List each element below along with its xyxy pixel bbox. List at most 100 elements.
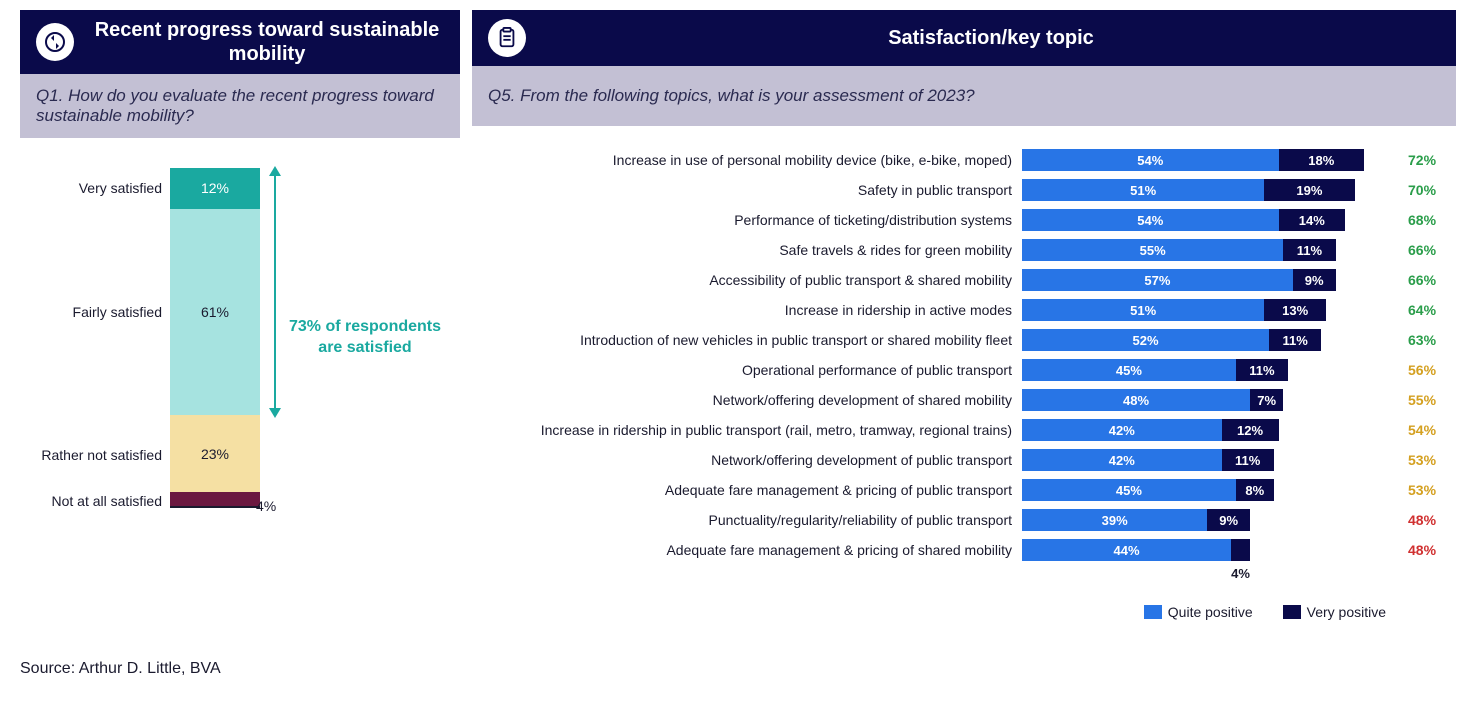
bar-label: Safety in public transport <box>482 182 1022 198</box>
callout-text: 73% of respondents are satisfied <box>280 317 450 359</box>
bar-track: 39%9% <box>1022 509 1402 531</box>
bar-row: Increase in ridership in active modes51%… <box>482 296 1446 324</box>
stacked-chart: Very satisfiedFairly satisfiedRather not… <box>20 138 460 518</box>
legend-item: Very positive <box>1283 604 1386 620</box>
bar-track: 42%12% <box>1022 419 1402 441</box>
legend-label: Very positive <box>1307 604 1386 620</box>
bar-seg-quite: 51% <box>1022 299 1264 321</box>
legend-swatch <box>1144 605 1162 619</box>
segment-label: Fairly satisfied <box>73 209 162 416</box>
header-right: Satisfaction/key topic <box>472 10 1456 66</box>
hbar-chart: Increase in use of personal mobility dev… <box>472 126 1456 630</box>
bar-seg-quite: 45% <box>1022 479 1236 501</box>
bar-row: Adequate fare management & pricing of sh… <box>482 536 1446 564</box>
bar-seg-quite: 39% <box>1022 509 1207 531</box>
bar-seg-very: 11% <box>1222 449 1274 471</box>
header-title-right: Satisfaction/key topic <box>542 26 1440 50</box>
bar-row: Performance of ticketing/distribution sy… <box>482 206 1446 234</box>
bar-total: 48% <box>1402 512 1446 528</box>
bar-row: Network/offering development of shared m… <box>482 386 1446 414</box>
bar-seg-quite: 55% <box>1022 239 1283 261</box>
bar-label: Safe travels & rides for green mobility <box>482 242 1022 258</box>
bar-track: 54%14% <box>1022 209 1402 231</box>
bar-seg-very: 11% <box>1236 359 1288 381</box>
question-left: Q1. How do you evaluate the recent progr… <box>20 74 460 138</box>
stacked-segment: 61% <box>170 209 260 415</box>
bar-track: 51%13% <box>1022 299 1402 321</box>
bar-label: Introduction of new vehicles in public t… <box>482 332 1022 348</box>
bar-track: 48%7% <box>1022 389 1402 411</box>
bar-total: 66% <box>1402 242 1446 258</box>
bar-label: Network/offering development of public t… <box>482 452 1022 468</box>
bar-seg-quite: 54% <box>1022 209 1279 231</box>
bar-label: Operational performance of public transp… <box>482 362 1022 378</box>
bar-total: 72% <box>1402 152 1446 168</box>
bar-label: Adequate fare management & pricing of sh… <box>482 542 1022 558</box>
stacked-segment <box>170 492 260 506</box>
bar-seg-very: 11% <box>1283 239 1335 261</box>
header-left: Recent progress toward sustainable mobil… <box>20 10 460 74</box>
bar-track: 51%19% <box>1022 179 1402 201</box>
bar-seg-very-label-below: 4% <box>482 566 1446 584</box>
bar-total: 68% <box>1402 212 1446 228</box>
header-title-left: Recent progress toward sustainable mobil… <box>90 18 444 66</box>
clipboard-icon <box>488 19 526 57</box>
bar-label: Performance of ticketing/distribution sy… <box>482 212 1022 228</box>
bar-seg-quite: 45% <box>1022 359 1236 381</box>
bar-total: 55% <box>1402 392 1446 408</box>
bar-seg-very: 14% <box>1279 209 1346 231</box>
bar-seg-very: 11% <box>1269 329 1321 351</box>
bar-total: 66% <box>1402 272 1446 288</box>
bar-total: 56% <box>1402 362 1446 378</box>
bar-seg-quite: 51% <box>1022 179 1264 201</box>
bar-row: Safety in public transport51%19%70% <box>482 176 1446 204</box>
bar-track: 42%11% <box>1022 449 1402 471</box>
bar-seg-quite: 42% <box>1022 449 1222 471</box>
bar-seg-very <box>1231 539 1250 561</box>
bar-label: Accessibility of public transport & shar… <box>482 272 1022 288</box>
bar-total: 54% <box>1402 422 1446 438</box>
bar-row: Adequate fare management & pricing of pu… <box>482 476 1446 504</box>
legend: Quite positive Very positive <box>482 584 1446 620</box>
segment-label: Rather not satisfied <box>41 416 162 494</box>
bar-seg-very: 7% <box>1250 389 1283 411</box>
bar-seg-quite: 52% <box>1022 329 1269 351</box>
bar-seg-quite: 57% <box>1022 269 1293 291</box>
panel-progress: Recent progress toward sustainable mobil… <box>20 10 460 630</box>
bar-row: Accessibility of public transport & shar… <box>482 266 1446 294</box>
bar-seg-very: 18% <box>1279 149 1365 171</box>
bar-row: Introduction of new vehicles in public t… <box>482 326 1446 354</box>
stacked-segment: 12% <box>170 168 260 209</box>
bar-label: Adequate fare management & pricing of pu… <box>482 482 1022 498</box>
bar-total: 70% <box>1402 182 1446 198</box>
bar-total: 63% <box>1402 332 1446 348</box>
bar-track: 54%18% <box>1022 149 1402 171</box>
bar-seg-quite: 44% <box>1022 539 1231 561</box>
bar-track: 55%11% <box>1022 239 1402 261</box>
bar-seg-quite: 42% <box>1022 419 1222 441</box>
bar-row: Safe travels & rides for green mobility5… <box>482 236 1446 264</box>
bar-track: 44% <box>1022 539 1402 561</box>
bar-row: Operational performance of public transp… <box>482 356 1446 384</box>
bar-track: 45%8% <box>1022 479 1402 501</box>
legend-swatch <box>1283 605 1301 619</box>
recycle-icon <box>36 23 74 61</box>
question-right: Q5. From the following topics, what is y… <box>472 66 1456 126</box>
bar-seg-very: 13% <box>1264 299 1326 321</box>
bar-total: 64% <box>1402 302 1446 318</box>
bar-label: Increase in ridership in public transpor… <box>482 422 1022 438</box>
legend-item: Quite positive <box>1144 604 1253 620</box>
bar-row: Punctuality/regularity/reliability of pu… <box>482 506 1446 534</box>
bar-seg-very: 19% <box>1264 179 1354 201</box>
bar-total: 48% <box>1402 542 1446 558</box>
bar-total: 53% <box>1402 482 1446 498</box>
bar-row: Increase in ridership in public transpor… <box>482 416 1446 444</box>
legend-label: Quite positive <box>1168 604 1253 620</box>
bar-track: 45%11% <box>1022 359 1402 381</box>
bar-seg-very: 9% <box>1207 509 1250 531</box>
bar-total: 53% <box>1402 452 1446 468</box>
stacked-segment: 23% <box>170 415 260 493</box>
bar-row: Increase in use of personal mobility dev… <box>482 146 1446 174</box>
bar-track: 57%9% <box>1022 269 1402 291</box>
bar-label: Increase in ridership in active modes <box>482 302 1022 318</box>
